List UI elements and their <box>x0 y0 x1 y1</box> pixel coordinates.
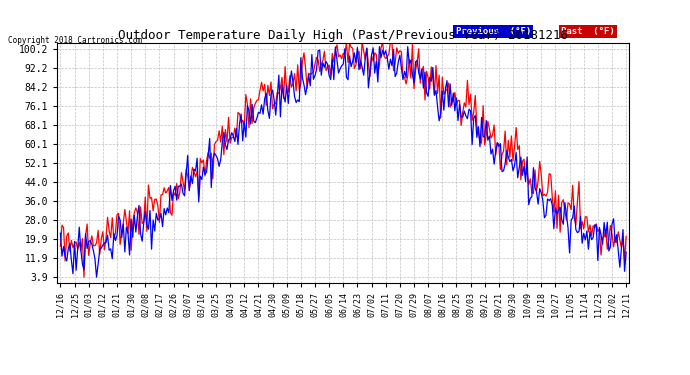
Text: Previous  (°F): Previous (°F) <box>455 27 531 36</box>
Title: Outdoor Temperature Daily High (Past/Previous Year) 20181216: Outdoor Temperature Daily High (Past/Pre… <box>118 29 569 42</box>
Text: Past  (°F): Past (°F) <box>561 27 615 36</box>
Text: Copyright 2018 Cartronics.com: Copyright 2018 Cartronics.com <box>8 36 142 45</box>
